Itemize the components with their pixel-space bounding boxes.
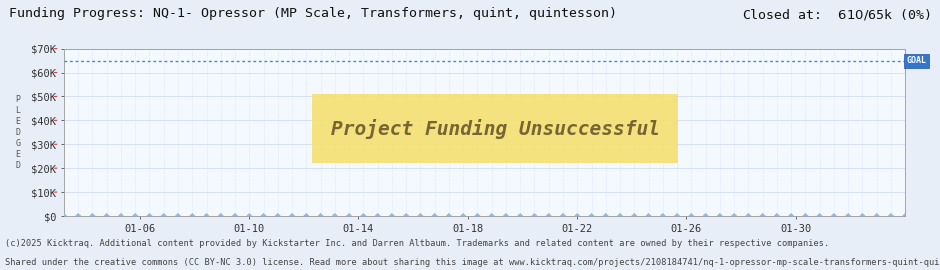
Point xyxy=(541,214,556,218)
Point xyxy=(442,214,457,218)
Point xyxy=(613,214,628,218)
Point xyxy=(498,214,513,218)
Point xyxy=(570,214,585,218)
Point xyxy=(840,214,855,218)
Point xyxy=(727,214,742,218)
Text: Project Funding Unsuccessful: Project Funding Unsuccessful xyxy=(331,119,660,139)
Point xyxy=(898,214,913,218)
Text: Funding Progress: NQ-1- Opressor (MP Scale, Transformers, quint, quintesson): Funding Progress: NQ-1- Opressor (MP Sca… xyxy=(9,7,618,20)
Point xyxy=(870,214,885,218)
Point xyxy=(812,214,827,218)
Point xyxy=(356,214,371,218)
Point xyxy=(484,214,499,218)
Point xyxy=(114,214,129,218)
Point xyxy=(854,214,870,218)
Point xyxy=(271,214,286,218)
Point xyxy=(584,214,599,218)
Point xyxy=(227,214,243,218)
Point xyxy=(242,214,257,218)
Point xyxy=(655,214,670,218)
Point xyxy=(413,214,428,218)
Point xyxy=(470,214,485,218)
Point xyxy=(669,214,684,218)
Text: Shared under the creative commons (CC BY-NC 3.0) license. Read more about sharin: Shared under the creative commons (CC BY… xyxy=(5,258,940,267)
Point xyxy=(128,214,143,218)
Point xyxy=(427,214,442,218)
Point xyxy=(512,214,527,218)
Point xyxy=(784,214,799,218)
Text: GOAL: GOAL xyxy=(907,56,927,65)
Point xyxy=(755,214,770,218)
Point xyxy=(213,214,228,218)
Point xyxy=(884,214,899,218)
Point xyxy=(299,214,314,218)
Point xyxy=(713,214,728,218)
Point xyxy=(341,214,356,218)
Point xyxy=(370,214,385,218)
Point xyxy=(199,214,214,218)
Point xyxy=(769,214,784,218)
Point xyxy=(683,214,698,218)
Point xyxy=(384,214,400,218)
Point xyxy=(56,214,71,218)
Point xyxy=(698,214,713,218)
Point xyxy=(70,214,86,218)
Point xyxy=(100,214,115,218)
Point xyxy=(313,214,328,218)
Point xyxy=(399,214,414,218)
Point xyxy=(741,214,756,218)
Text: (c)2025 Kicktraq. Additional content provided by Kickstarter Inc. and Darren Alt: (c)2025 Kicktraq. Additional content pro… xyxy=(5,239,829,248)
Text: P
L
E
D
G
E
D: P L E D G E D xyxy=(15,94,20,170)
Point xyxy=(170,214,185,218)
Point xyxy=(598,214,613,218)
Point xyxy=(142,214,157,218)
Point xyxy=(556,214,571,218)
Point xyxy=(85,214,100,218)
Point xyxy=(285,214,300,218)
Point xyxy=(826,214,841,218)
FancyBboxPatch shape xyxy=(312,94,678,163)
Point xyxy=(185,214,200,218)
Point xyxy=(327,214,342,218)
Point xyxy=(156,214,171,218)
Text: Closed at:  $610 /  $65k (0%): Closed at: $610 / $65k (0%) xyxy=(742,7,931,22)
Point xyxy=(641,214,656,218)
Point xyxy=(527,214,542,218)
Point xyxy=(627,214,642,218)
Point xyxy=(256,214,271,218)
Point xyxy=(798,214,813,218)
Point xyxy=(456,214,471,218)
